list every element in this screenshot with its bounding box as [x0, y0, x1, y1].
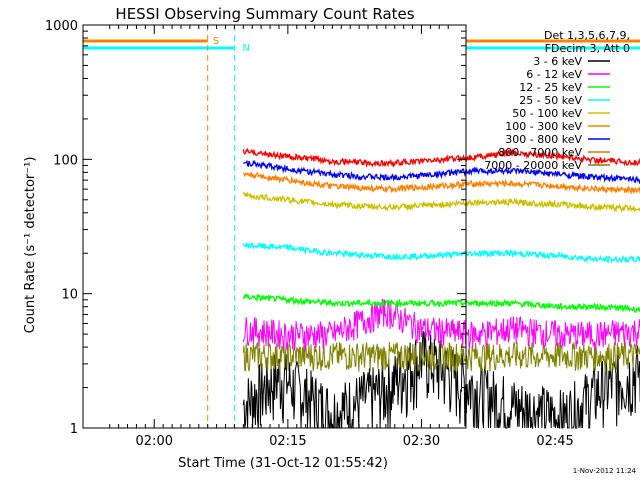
timestamp: 1-Nov-2012 11:24 [573, 467, 637, 475]
y-tick-label: 100 [53, 153, 78, 168]
legend: Det 1,3,5,6,7,9, FDecim 3, Att 0 3 - 6 k… [484, 29, 630, 172]
x-axis-label: Start Time (31-Oct-12 01:55:42) [178, 456, 388, 471]
series-line [242, 330, 640, 430]
y-tick-label: 1 [70, 422, 78, 437]
y-axis-label: Count Rate (s⁻¹ detector⁻¹) [23, 157, 38, 334]
state-label-n: N [242, 43, 249, 54]
x-tick-label: 02:15 [269, 434, 306, 449]
x-tick-label: 02:45 [536, 434, 573, 449]
y-tick-label: 10 [61, 288, 78, 303]
state-label-s: S [213, 36, 219, 47]
series-line [242, 340, 640, 373]
legend-label: 50 - 100 keV [512, 107, 582, 120]
legend-label: 3 - 6 keV [533, 55, 582, 68]
series-line [243, 159, 640, 185]
series-line [242, 293, 640, 314]
legend-label: 6 - 12 keV [526, 68, 582, 81]
x-tick-label: 02:00 [136, 434, 173, 449]
legend-header-line-2: FDecim 3, Att 0 [545, 42, 630, 55]
series-line [242, 299, 640, 351]
series-line [242, 242, 640, 264]
legend-label: 12 - 25 keV [519, 81, 582, 94]
plot-frame [82, 24, 467, 429]
series-line [242, 191, 640, 213]
legend-label: 100 - 300 keV [505, 120, 582, 133]
legend-label: 300 - 800 keV [505, 133, 582, 146]
series-line [242, 147, 640, 168]
chart-title: HESSI Observing Summary Count Rates [115, 5, 414, 23]
legend-header-line-1: Det 1,3,5,6,7,9, [544, 29, 630, 42]
legend-label: 800 - 7000 keV [498, 146, 582, 159]
legend-label: 7000 - 20000 keV [484, 159, 582, 172]
series-line [242, 171, 640, 195]
legend-label: 25 - 50 keV [519, 94, 582, 107]
x-tick-label: 02:30 [403, 434, 440, 449]
y-tick-label: 1000 [45, 19, 78, 34]
